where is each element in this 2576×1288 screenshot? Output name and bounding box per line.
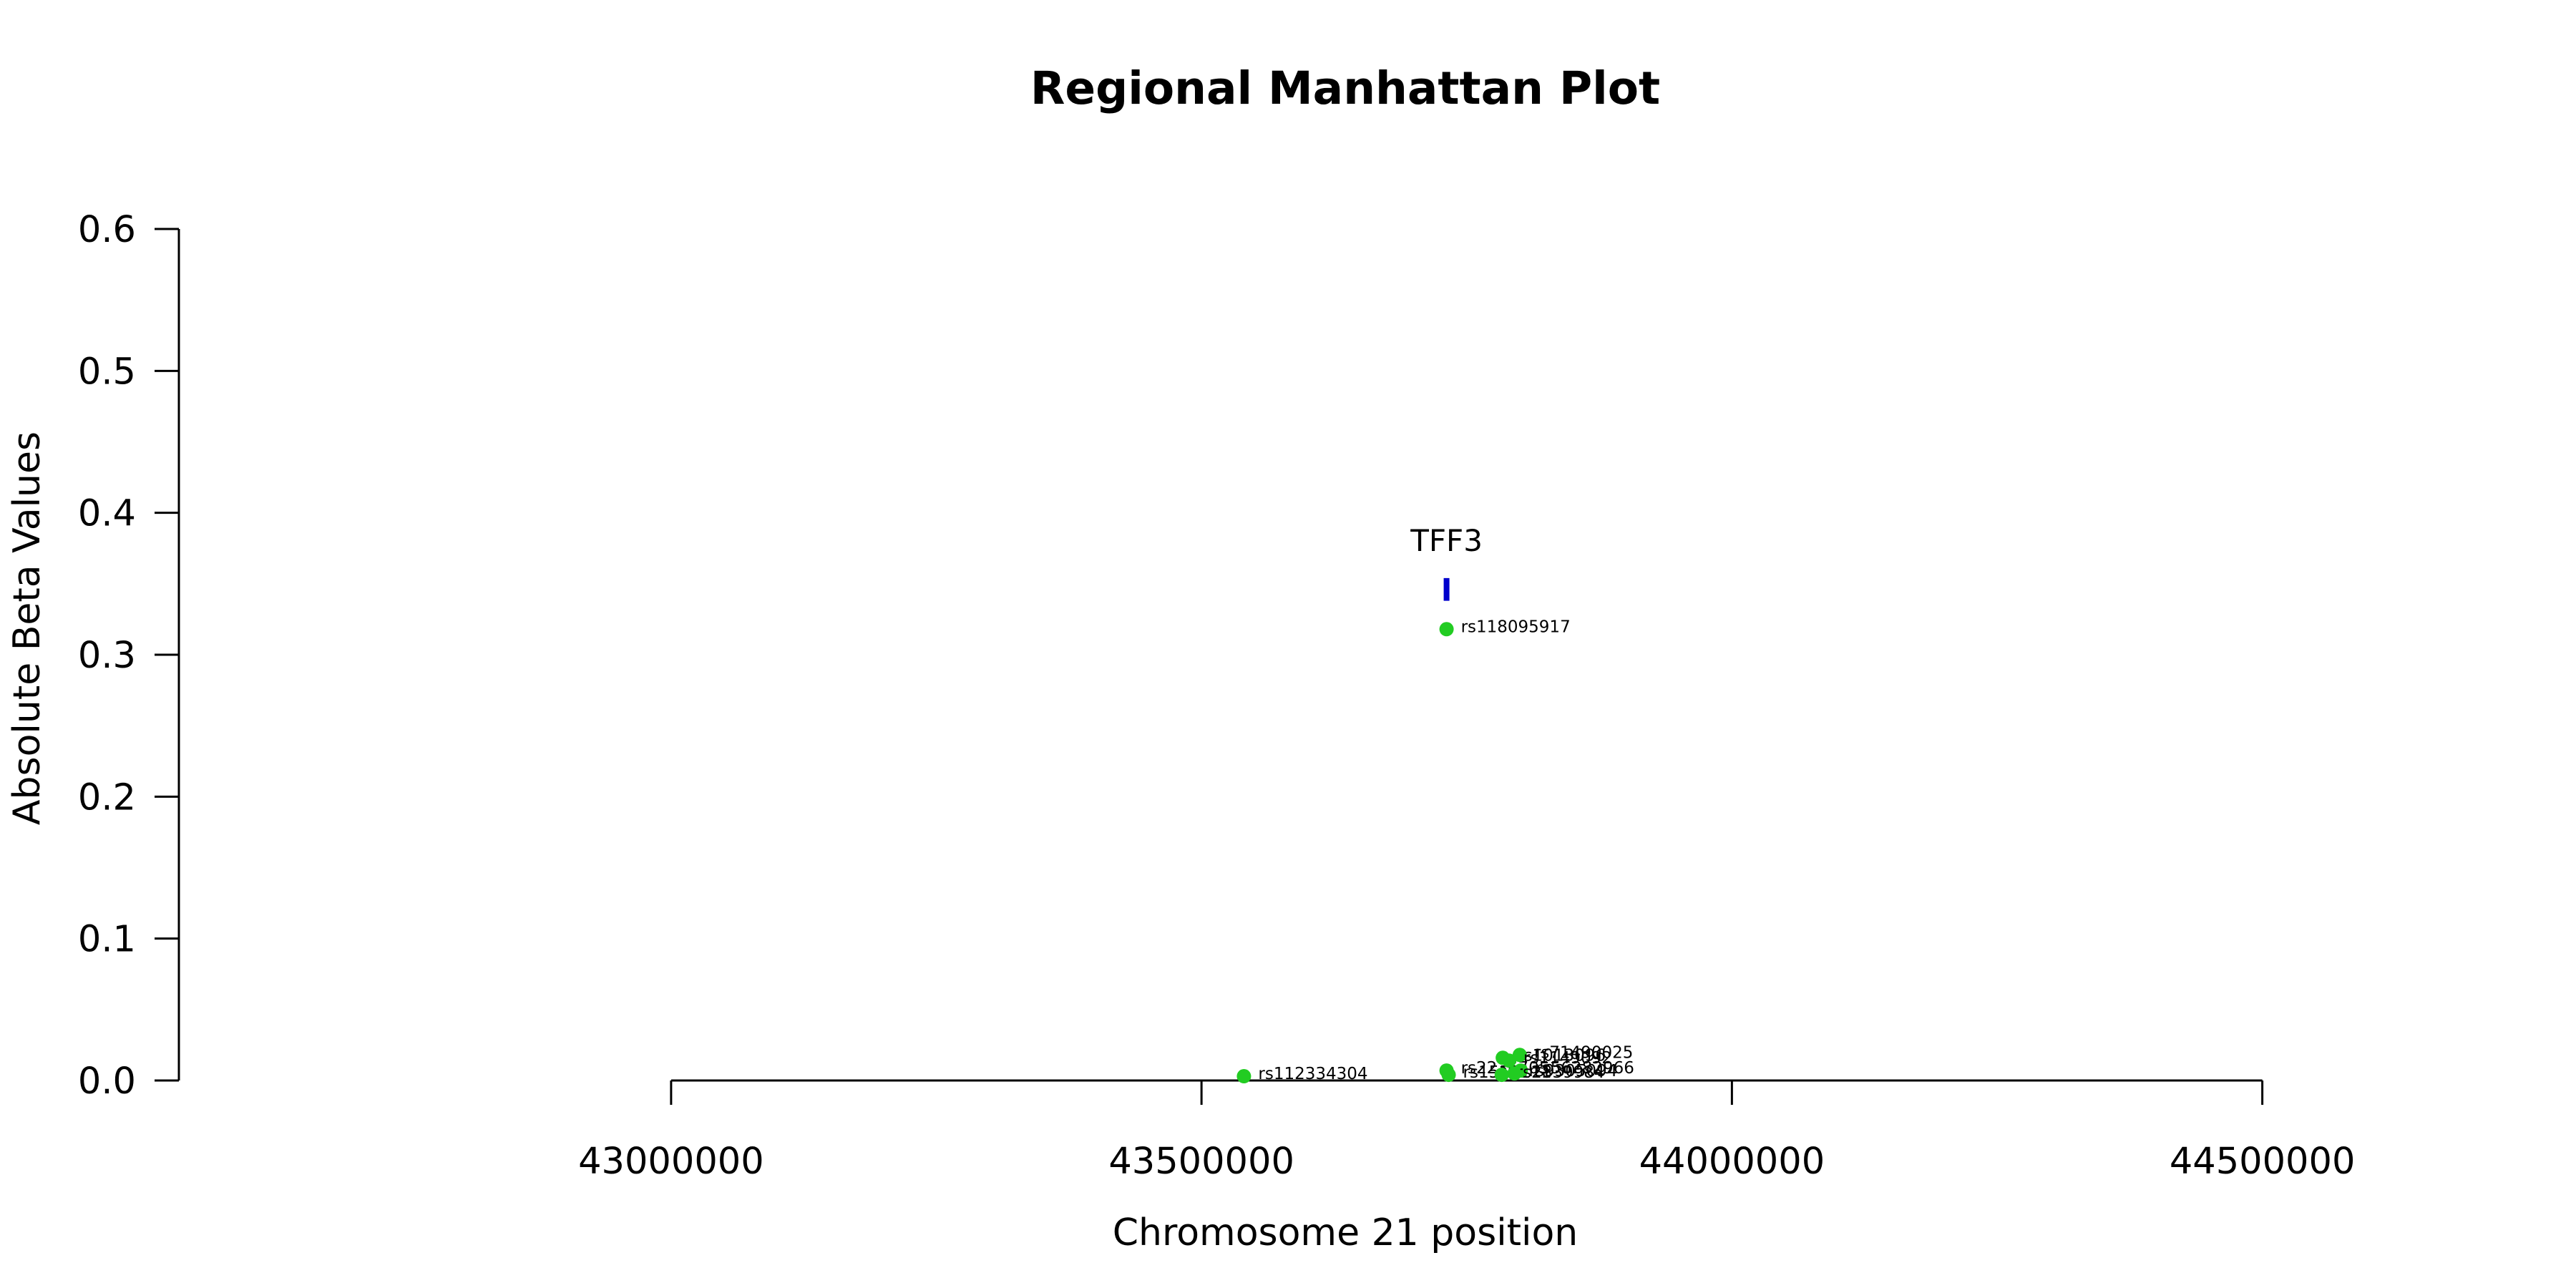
y-tick-label: 0.5 (78, 351, 136, 393)
point-label: rs71490025 (1534, 1043, 1634, 1062)
y-tick-label: 0.4 (78, 493, 136, 535)
x-tick-label: 43500000 (1108, 1141, 1294, 1183)
y-axis-label: Absolute Beta Values (6, 431, 49, 825)
y-tick-label: 0.2 (78, 776, 136, 819)
x-axis-label: Chromosome 21 position (1113, 1211, 1579, 1254)
point-label: rs1149092 (1523, 1049, 1612, 1068)
x-tick-label: 44000000 (1639, 1141, 1825, 1183)
x-tick-label: 44500000 (2170, 1141, 2356, 1183)
data-point (1502, 1053, 1517, 1068)
y-tick-label: 0.6 (78, 209, 136, 251)
data-point (1507, 1066, 1522, 1081)
point-label: rs9305094 (1528, 1062, 1617, 1080)
data-point (1441, 1068, 1456, 1083)
y-tick-label: 0.3 (78, 635, 136, 677)
point-label: rs118095917 (1461, 618, 1571, 636)
axes: 0.0 0.1 0.2 0.3 0.4 0.5 0.6 43000000 43500000 440… (78, 209, 2356, 1183)
point-label: rs56282966 (1535, 1059, 1634, 1078)
y-tick-label: 0.0 (78, 1060, 136, 1103)
y-tick-label: 0.1 (78, 919, 136, 961)
data-point (1494, 1068, 1509, 1083)
data-point (1236, 1069, 1252, 1084)
chart-title: Regional Manhattan Plot (1030, 62, 1660, 114)
data-points: rs112334304rs118095917rs2236705rs1557111… (1236, 618, 1634, 1084)
point-label: rs112334304 (1258, 1065, 1367, 1083)
gene-markers: TFF3 (1410, 523, 1483, 601)
data-point (1512, 1048, 1527, 1063)
point-label: rs2839984 (1516, 1063, 1605, 1082)
point-label: rs1013096 (1517, 1046, 1606, 1065)
x-tick-label: 43000000 (578, 1141, 764, 1183)
data-point (1439, 622, 1454, 637)
gene-label: TFF3 (1410, 523, 1483, 558)
